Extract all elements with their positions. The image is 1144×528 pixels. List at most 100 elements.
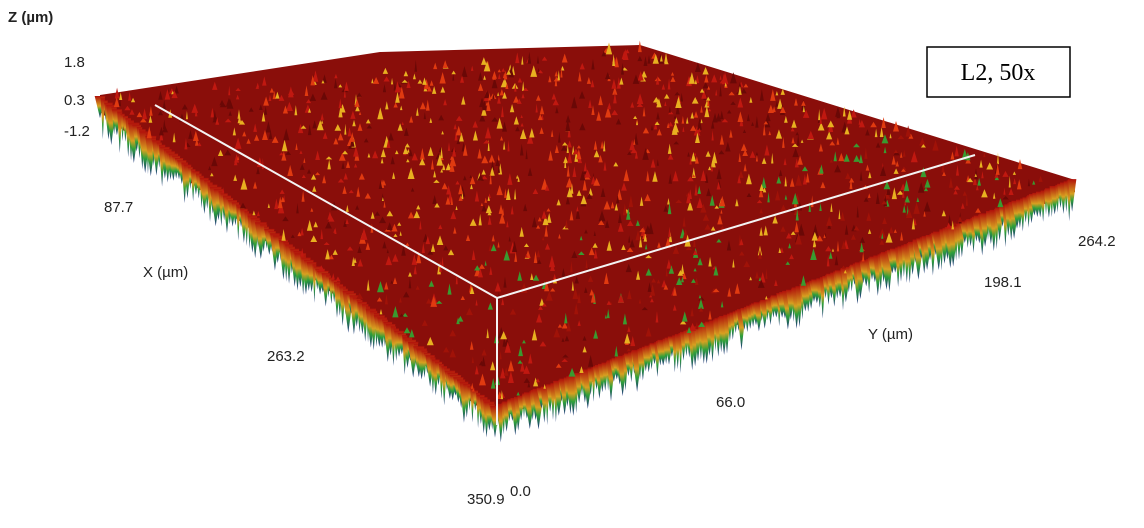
texture-spike <box>550 129 554 137</box>
texture-spike <box>419 220 422 230</box>
texture-spike <box>440 146 443 159</box>
texture-spike <box>740 143 747 151</box>
texture-spike <box>697 127 701 132</box>
texture-spike <box>554 144 559 154</box>
texture-spike <box>784 194 788 200</box>
texture-spike <box>490 160 495 171</box>
texture-spike <box>673 141 680 145</box>
texture-spike <box>677 270 684 276</box>
texture-spike <box>433 62 438 70</box>
texture-spike <box>481 169 486 175</box>
texture-spike <box>356 292 364 299</box>
texture-spike <box>709 194 715 206</box>
texture-spike <box>197 142 202 147</box>
texture-spike <box>379 308 383 315</box>
texture-spike <box>643 233 648 242</box>
texture-spike <box>503 276 507 288</box>
texture-spike <box>751 121 754 126</box>
texture-spike <box>746 113 750 122</box>
texture-spike <box>320 228 324 240</box>
texture-spike <box>697 117 702 130</box>
texture-spike <box>310 75 316 86</box>
texture-spike <box>711 151 718 164</box>
texture-spike <box>983 151 986 158</box>
texture-spike <box>665 267 668 277</box>
surface-texture <box>94 40 1077 443</box>
texture-spike <box>481 348 487 356</box>
texture-spike <box>667 78 671 90</box>
texture-spike <box>532 274 540 281</box>
texture-spike <box>548 255 556 268</box>
texture-spike <box>484 260 487 266</box>
texture-spike <box>811 231 819 241</box>
texture-spike <box>568 367 576 377</box>
texture-spike <box>174 85 179 94</box>
texture-spike <box>256 211 260 217</box>
texture-spike <box>614 56 619 68</box>
texture-spike <box>363 138 369 143</box>
texture-spike <box>529 127 535 138</box>
texture-spike <box>514 251 518 262</box>
texture-spike <box>313 221 318 228</box>
texture-spike <box>392 171 396 179</box>
texture-spike <box>728 91 735 96</box>
texture-spike <box>664 101 667 106</box>
texture-spike <box>443 245 449 251</box>
texture-spike <box>338 84 343 88</box>
texture-spike <box>778 247 782 253</box>
texture-spike <box>401 121 404 126</box>
texture-spike <box>689 156 692 165</box>
texture-spike <box>625 49 630 54</box>
texture-spike <box>664 59 669 65</box>
texture-spike <box>521 81 525 91</box>
texture-spike <box>316 120 324 131</box>
texture-spike <box>365 242 371 250</box>
texture-spike <box>487 139 490 151</box>
texture-spike <box>712 112 718 123</box>
annotation-box <box>926 46 1071 98</box>
texture-spike <box>782 136 785 148</box>
texture-spike <box>399 297 402 303</box>
texture-spike <box>353 146 359 157</box>
texture-spike <box>524 253 528 258</box>
texture-spike <box>431 86 437 94</box>
texture-spike <box>508 236 511 242</box>
texture-spike <box>497 73 501 80</box>
texture-spike <box>920 167 927 178</box>
texture-spike <box>690 125 697 131</box>
texture-spike <box>453 123 457 130</box>
texture-spike <box>657 242 661 248</box>
texture-spike <box>544 184 550 191</box>
texture-spike <box>536 55 540 64</box>
texture-spike <box>656 111 660 120</box>
texture-spike <box>844 126 850 135</box>
texture-spike <box>621 50 628 60</box>
texture-spike <box>604 220 610 228</box>
texture-spike <box>772 215 778 224</box>
texture-spike <box>499 88 505 96</box>
texture-spike <box>619 77 624 85</box>
texture-spike <box>331 273 335 280</box>
texture-spike <box>739 251 745 256</box>
texture-spike <box>290 234 295 238</box>
texture-spike <box>405 242 410 246</box>
texture-spike <box>849 177 855 183</box>
texture-spike <box>624 333 631 344</box>
texture-spike <box>767 104 774 113</box>
texture-spike <box>181 104 188 110</box>
texture-spike <box>171 90 178 99</box>
texture-spike <box>461 66 468 77</box>
texture-spike <box>924 178 931 188</box>
texture-spike <box>900 183 906 190</box>
texture-spike <box>159 131 164 141</box>
texture-spike <box>590 291 596 303</box>
texture-spike <box>325 221 332 229</box>
texture-spike <box>708 310 712 320</box>
texture-spike <box>557 323 563 328</box>
texture-spike <box>775 100 779 107</box>
texture-spike <box>422 77 427 85</box>
texture-spike <box>905 208 913 219</box>
texture-spike <box>471 388 475 392</box>
texture-spike <box>408 277 412 289</box>
texture-spike <box>322 131 328 139</box>
